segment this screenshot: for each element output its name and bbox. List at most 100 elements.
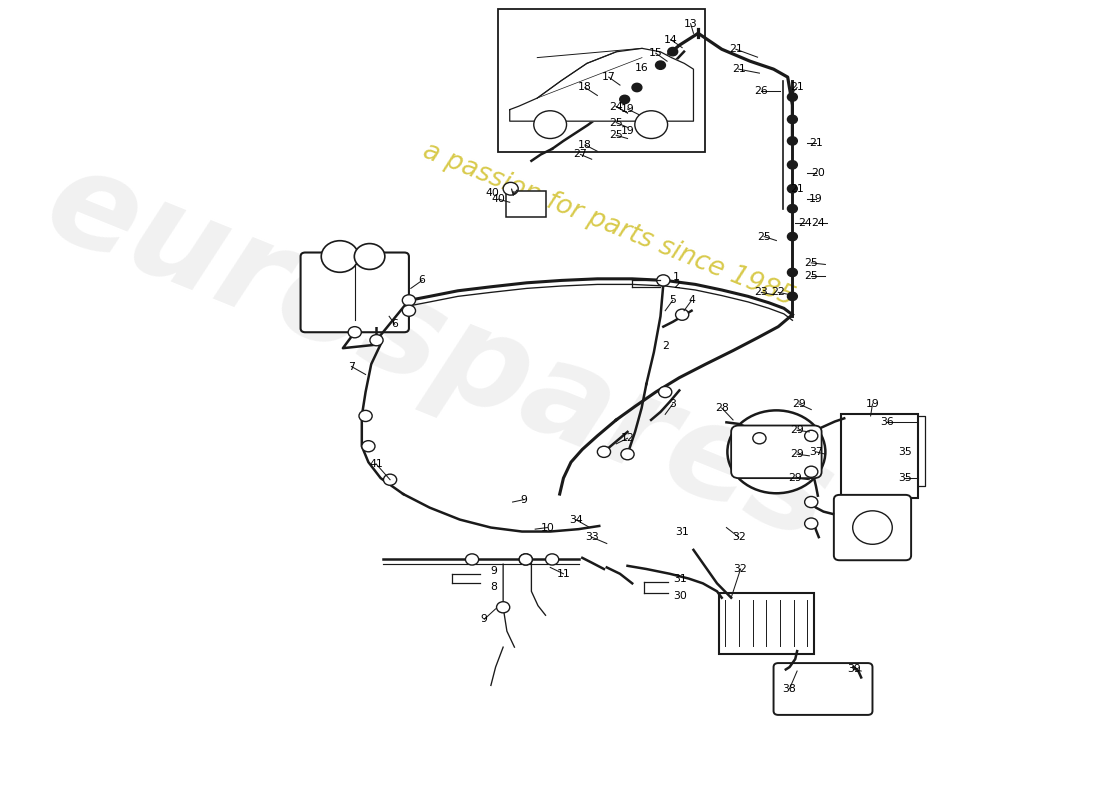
Text: 34: 34 <box>569 514 583 525</box>
Text: 41: 41 <box>370 458 383 469</box>
Text: 31: 31 <box>673 574 688 583</box>
Text: 21: 21 <box>729 44 743 54</box>
Text: 17: 17 <box>602 72 616 82</box>
Text: 31: 31 <box>675 526 689 537</box>
Text: 39: 39 <box>847 665 860 674</box>
Text: 36: 36 <box>880 418 893 427</box>
Text: 19: 19 <box>620 126 635 135</box>
Text: 3: 3 <box>669 399 676 409</box>
Circle shape <box>788 137 798 145</box>
Text: 40: 40 <box>492 194 505 204</box>
Text: 19: 19 <box>866 399 879 409</box>
FancyBboxPatch shape <box>719 593 814 654</box>
Text: 8: 8 <box>491 582 497 591</box>
Circle shape <box>659 386 672 398</box>
Circle shape <box>752 433 766 444</box>
Circle shape <box>788 93 798 102</box>
Text: 16: 16 <box>635 62 649 73</box>
Circle shape <box>804 518 817 529</box>
Text: 6: 6 <box>419 275 426 286</box>
Circle shape <box>632 83 642 92</box>
Circle shape <box>727 410 825 494</box>
Text: 33: 33 <box>585 532 598 542</box>
Text: 7: 7 <box>348 362 355 371</box>
Text: 19: 19 <box>810 194 823 204</box>
Circle shape <box>747 427 806 477</box>
Circle shape <box>496 602 509 613</box>
Text: 25: 25 <box>804 258 818 268</box>
FancyBboxPatch shape <box>506 191 546 217</box>
Text: 40: 40 <box>486 188 499 198</box>
Text: 22: 22 <box>771 287 785 298</box>
Text: 18: 18 <box>579 82 592 93</box>
Text: 12: 12 <box>620 434 635 443</box>
Circle shape <box>503 182 518 195</box>
FancyBboxPatch shape <box>498 10 705 152</box>
Text: 18: 18 <box>579 140 592 150</box>
Text: 19: 19 <box>620 104 635 114</box>
Text: 15: 15 <box>649 48 662 58</box>
Text: 29: 29 <box>789 473 802 483</box>
Circle shape <box>804 430 817 442</box>
Text: 21: 21 <box>732 64 746 74</box>
Text: 35: 35 <box>899 447 912 457</box>
Circle shape <box>619 95 629 104</box>
Circle shape <box>546 554 559 565</box>
Polygon shape <box>509 48 693 121</box>
Circle shape <box>354 243 385 270</box>
Text: 2: 2 <box>673 280 680 290</box>
Text: 21: 21 <box>790 184 804 194</box>
FancyBboxPatch shape <box>834 495 911 560</box>
Text: 35: 35 <box>899 473 912 483</box>
Text: 32: 32 <box>732 532 746 542</box>
Text: 4: 4 <box>689 295 695 306</box>
FancyBboxPatch shape <box>300 253 409 332</box>
Circle shape <box>788 232 798 241</box>
Circle shape <box>788 292 798 301</box>
Circle shape <box>788 268 798 277</box>
Text: 28: 28 <box>715 403 728 413</box>
Text: 23: 23 <box>755 287 768 298</box>
Circle shape <box>370 334 383 346</box>
Text: 21: 21 <box>790 82 804 93</box>
Circle shape <box>519 554 532 565</box>
Text: 10: 10 <box>540 522 554 533</box>
Text: 5: 5 <box>669 295 676 306</box>
Text: 38: 38 <box>783 683 796 694</box>
Text: a passion for parts since 1985: a passion for parts since 1985 <box>419 138 799 311</box>
Circle shape <box>403 294 416 306</box>
Text: 25: 25 <box>609 118 623 127</box>
Circle shape <box>384 474 397 486</box>
Circle shape <box>668 47 678 56</box>
Text: 13: 13 <box>684 18 697 29</box>
FancyBboxPatch shape <box>773 663 872 715</box>
Text: 1: 1 <box>673 272 680 282</box>
Circle shape <box>321 241 359 272</box>
Text: 6: 6 <box>392 319 398 330</box>
Text: 24: 24 <box>811 218 825 228</box>
Circle shape <box>534 110 566 138</box>
Circle shape <box>675 309 689 320</box>
Text: 21: 21 <box>810 138 823 148</box>
Circle shape <box>852 511 892 544</box>
Text: 25: 25 <box>804 271 818 282</box>
Circle shape <box>348 326 361 338</box>
Text: 26: 26 <box>755 86 768 96</box>
Circle shape <box>620 449 634 460</box>
Circle shape <box>519 554 532 565</box>
Text: 25: 25 <box>757 231 771 242</box>
Text: 29: 29 <box>790 450 804 459</box>
Circle shape <box>635 110 668 138</box>
Circle shape <box>597 446 611 458</box>
Text: 11: 11 <box>557 569 570 578</box>
Text: 20: 20 <box>811 168 825 178</box>
Text: 30: 30 <box>673 591 688 601</box>
FancyBboxPatch shape <box>732 426 822 478</box>
Circle shape <box>403 305 416 316</box>
Text: 25: 25 <box>609 130 623 140</box>
FancyBboxPatch shape <box>842 414 917 498</box>
Text: 27: 27 <box>573 150 587 159</box>
Circle shape <box>788 185 798 193</box>
Circle shape <box>465 554 478 565</box>
Circle shape <box>804 466 817 478</box>
